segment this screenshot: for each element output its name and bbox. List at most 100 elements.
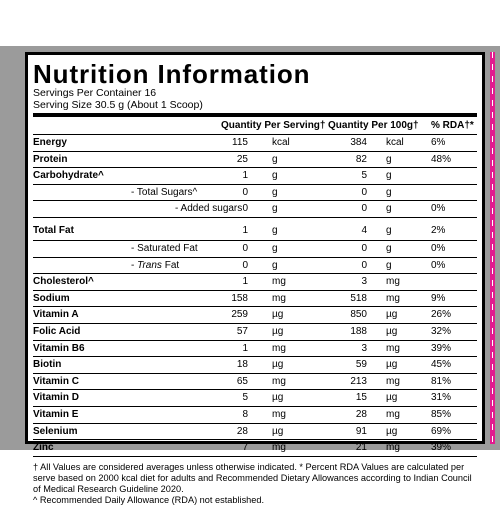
serving-size: Serving Size 30.5 g (About 1 Scoop) bbox=[33, 99, 203, 111]
rda-value: 69% bbox=[431, 425, 452, 437]
serving-unit: g bbox=[272, 153, 278, 165]
per100g-value: 4 bbox=[361, 224, 367, 236]
table-row: - Added sugars 0 g 0 g 0% bbox=[33, 201, 477, 218]
serving-value: 1 bbox=[242, 276, 248, 288]
table-row: Carbohydrate^ 1 g 5 g bbox=[33, 168, 477, 185]
per100g-value: 5 bbox=[361, 170, 367, 182]
per100g-unit: mg bbox=[386, 442, 400, 454]
per100g-unit: g bbox=[386, 259, 392, 271]
pink-edge-stripe bbox=[490, 52, 495, 444]
per100g-value: 188 bbox=[350, 325, 367, 337]
serving-unit: µg bbox=[272, 392, 284, 404]
nutrient-name: Cholesterol^ bbox=[33, 276, 94, 288]
table-row: Folic Acid 57 µg 188 µg 32% bbox=[33, 324, 477, 341]
per100g-value: 0 bbox=[361, 203, 367, 215]
serving-value: 0 bbox=[242, 259, 248, 271]
per100g-unit: kcal bbox=[386, 137, 404, 148]
rda-value: 0% bbox=[431, 203, 446, 215]
table-row: Sodium 158 mg 518 mg 9% bbox=[33, 291, 477, 308]
nutrient-name: Vitamin A bbox=[33, 309, 79, 321]
serving-unit: kcal bbox=[272, 137, 290, 148]
serving-value: 8 bbox=[242, 408, 248, 420]
per100g-value: 0 bbox=[361, 242, 367, 254]
rda-value: 85% bbox=[431, 408, 452, 420]
per100g-unit: mg bbox=[386, 292, 400, 304]
serving-value: 0 bbox=[242, 203, 248, 215]
per100g-value: 3 bbox=[361, 342, 367, 354]
nutrient-name: Vitamin D bbox=[33, 392, 79, 404]
serving-value: 1 bbox=[242, 342, 248, 354]
nutrient-name: Vitamin C bbox=[33, 375, 79, 387]
per100g-value: 82 bbox=[355, 153, 367, 165]
footnote-averages: † All Values are considered averages unl… bbox=[33, 461, 472, 494]
per100g-value: 21 bbox=[355, 442, 367, 454]
nutrient-name: Selenium bbox=[33, 425, 78, 437]
rda-value: 9% bbox=[431, 292, 446, 304]
per100g-unit: mg bbox=[386, 375, 400, 387]
nutrient-name: Carbohydrate^ bbox=[33, 170, 104, 182]
table-row: Energy 115 kcal 384 kcal 6% bbox=[33, 135, 477, 152]
footnote-rda: ^ Recommended Daily Allowance (RDA) not … bbox=[33, 494, 265, 505]
per100g-unit: g bbox=[386, 170, 392, 182]
nutrient-name: Folic Acid bbox=[33, 325, 81, 337]
nutrient-name: Zinc bbox=[33, 442, 54, 454]
rda-value: 81% bbox=[431, 375, 452, 387]
serving-value: 7 bbox=[242, 442, 248, 454]
header-per-100g: Quantity Per 100g† bbox=[328, 120, 419, 131]
rda-value: 2% bbox=[431, 224, 446, 236]
table-row: - Saturated Fat 0 g 0 g 0% bbox=[33, 241, 477, 258]
table-row: Protein 25 g 82 g 48% bbox=[33, 152, 477, 169]
nutrient-name: - Saturated Fat bbox=[131, 242, 198, 254]
serving-value: 18 bbox=[236, 359, 248, 371]
table-row: Vitamin E 8 mg 28 mg 85% bbox=[33, 407, 477, 424]
rda-value: 32% bbox=[431, 325, 452, 337]
serving-value: 28 bbox=[236, 425, 248, 437]
rda-value: 0% bbox=[431, 242, 446, 254]
nutrient-name: Biotin bbox=[33, 359, 62, 371]
rda-value: 48% bbox=[431, 153, 452, 165]
footnotes: † All Values are considered averages unl… bbox=[33, 462, 477, 506]
per100g-unit: mg bbox=[386, 342, 400, 354]
per100g-value: 3 bbox=[361, 276, 367, 288]
servings-per-container: Servings Per Container 16 bbox=[33, 87, 157, 99]
nutrient-name: Sodium bbox=[33, 292, 70, 304]
serving-value: 115 bbox=[232, 137, 248, 148]
serving-value: 5 bbox=[242, 392, 248, 404]
table-row: Vitamin A 259 µg 850 µg 26% bbox=[33, 307, 477, 324]
serving-unit: g bbox=[272, 203, 278, 215]
nutrient-table: Energy 115 kcal 384 kcal 6% Protein 25 g 82 g 48% Ca… bbox=[33, 135, 477, 457]
nutrient-name: Protein bbox=[33, 153, 68, 165]
serving-value: 25 bbox=[236, 153, 248, 165]
serving-unit: mg bbox=[272, 342, 286, 354]
serving-value: 1 bbox=[242, 224, 248, 236]
per100g-value: 0 bbox=[361, 259, 367, 271]
serving-unit: g bbox=[272, 224, 278, 236]
header-rda: % RDA†* bbox=[431, 120, 474, 131]
table-row: Zinc 7 mg 21 mg 39% bbox=[33, 440, 477, 457]
per100g-unit: g bbox=[386, 186, 392, 198]
rda-value: 39% bbox=[431, 342, 452, 354]
rda-value: 39% bbox=[431, 442, 452, 454]
serving-value: 158 bbox=[231, 292, 248, 304]
panel-title: Nutrition Information bbox=[33, 59, 311, 89]
per100g-value: 384 bbox=[350, 137, 367, 148]
nutrient-name: Vitamin B6 bbox=[33, 342, 85, 354]
table-row: Cholesterol^ 1 mg 3 mg bbox=[33, 274, 477, 291]
rda-value: 0% bbox=[431, 259, 446, 271]
serving-unit: µg bbox=[272, 309, 284, 321]
per100g-value: 15 bbox=[355, 392, 367, 404]
rda-value: 31% bbox=[431, 392, 452, 404]
serving-value: 1 bbox=[242, 170, 248, 182]
per100g-unit: mg bbox=[386, 276, 400, 288]
per100g-unit: g bbox=[386, 203, 392, 215]
per100g-unit: g bbox=[386, 224, 392, 236]
per100g-value: 28 bbox=[355, 408, 367, 420]
per100g-value: 59 bbox=[355, 359, 367, 371]
serving-value: 0 bbox=[242, 242, 248, 254]
per100g-value: 850 bbox=[350, 309, 367, 321]
serving-unit: g bbox=[272, 259, 278, 271]
table-row: - Total Sugars^ 0 g 0 g bbox=[33, 185, 477, 202]
rda-value: 45% bbox=[431, 359, 452, 371]
header-per-serving: Quantity Per Serving† bbox=[221, 120, 326, 131]
per100g-unit: µg bbox=[386, 309, 398, 321]
